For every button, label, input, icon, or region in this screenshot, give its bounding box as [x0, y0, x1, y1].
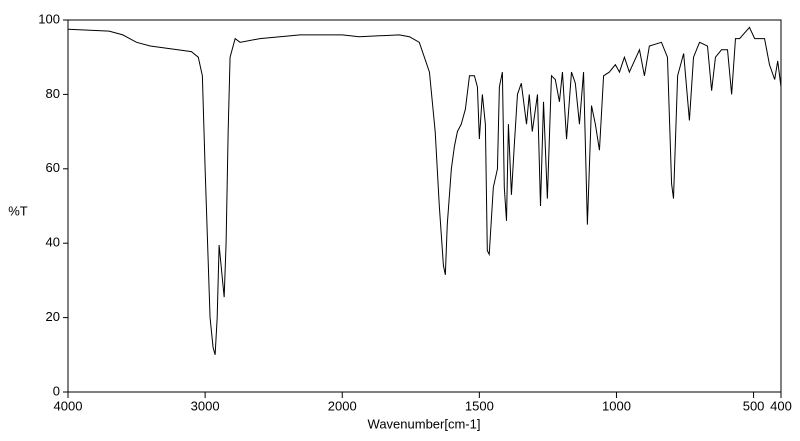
y-tick-label: 40 [46, 235, 60, 250]
x-tick-label: 500 [743, 398, 765, 413]
y-tick-label: 0 [53, 383, 60, 398]
y-tick-label: 80 [46, 86, 60, 101]
x-tick-label: 4000 [54, 398, 83, 413]
x-axis-label: Wavenumber[cm-1] [368, 416, 481, 431]
x-tick-label: 400 [770, 398, 792, 413]
y-tick-label: 20 [46, 309, 60, 324]
y-axis-label: %T [8, 203, 28, 218]
x-tick-label: 1000 [602, 398, 631, 413]
x-tick-label: 3000 [191, 398, 220, 413]
y-tick-label: 100 [38, 11, 60, 26]
plot-frame [67, 19, 782, 393]
x-tick-label: 2000 [328, 398, 357, 413]
spectrum-line [67, 26, 782, 355]
y-tick-label: 60 [46, 160, 60, 175]
x-tick-label: 1500 [465, 398, 494, 413]
